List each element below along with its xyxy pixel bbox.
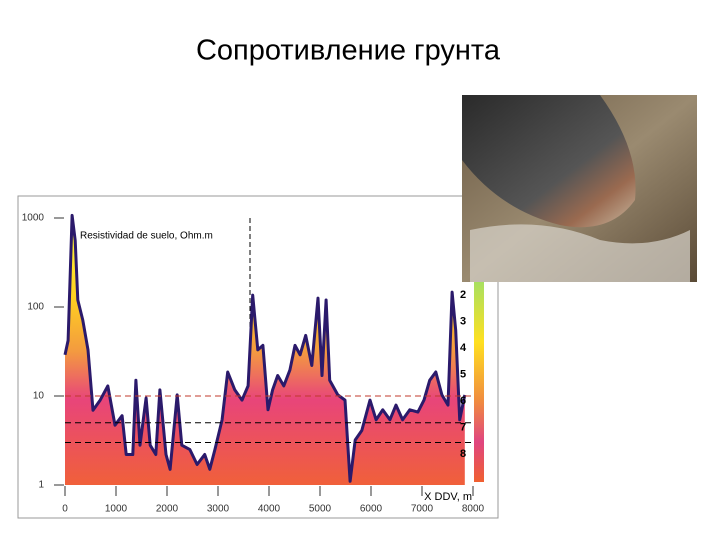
color-scale bbox=[474, 282, 484, 482]
annotation: Resistividad de suelo, Ohm.m bbox=[80, 231, 213, 242]
photo bbox=[462, 95, 697, 282]
x-tick-label: 1000 bbox=[105, 504, 128, 515]
scale-label: 6 bbox=[460, 395, 466, 407]
scale-label: 8 bbox=[460, 448, 466, 460]
x-tick-label: 4000 bbox=[258, 504, 281, 515]
y-tick-label: 10 bbox=[33, 391, 45, 402]
x-tick-label: 3000 bbox=[207, 504, 230, 515]
x-tick-label: 0 bbox=[62, 504, 68, 515]
scale-label: 2 bbox=[460, 289, 466, 301]
line bbox=[63, 213, 467, 483]
x-tick-label: 2000 bbox=[156, 504, 179, 515]
y-tick-label: 100 bbox=[27, 302, 44, 313]
x-axis-label: X DDV, m bbox=[424, 491, 472, 503]
slide-title: Сопротивление грунта bbox=[196, 35, 501, 67]
scale-label: 4 bbox=[460, 342, 467, 354]
photo-pipe bbox=[462, 95, 636, 228]
x-tick-label: 5000 bbox=[309, 504, 332, 515]
x-tick-label: 8000 bbox=[462, 504, 485, 515]
scale-label: 5 bbox=[460, 368, 466, 380]
x-tick-label: 7000 bbox=[411, 504, 434, 515]
x-tick-label: 6000 bbox=[360, 504, 383, 515]
y-tick-label: 1000 bbox=[22, 213, 45, 224]
scale-label: 3 bbox=[460, 315, 466, 327]
scale-label: 7 bbox=[460, 421, 466, 433]
area bbox=[65, 215, 465, 485]
y-tick-label: 1 bbox=[38, 480, 44, 491]
photo-ground bbox=[470, 224, 690, 282]
